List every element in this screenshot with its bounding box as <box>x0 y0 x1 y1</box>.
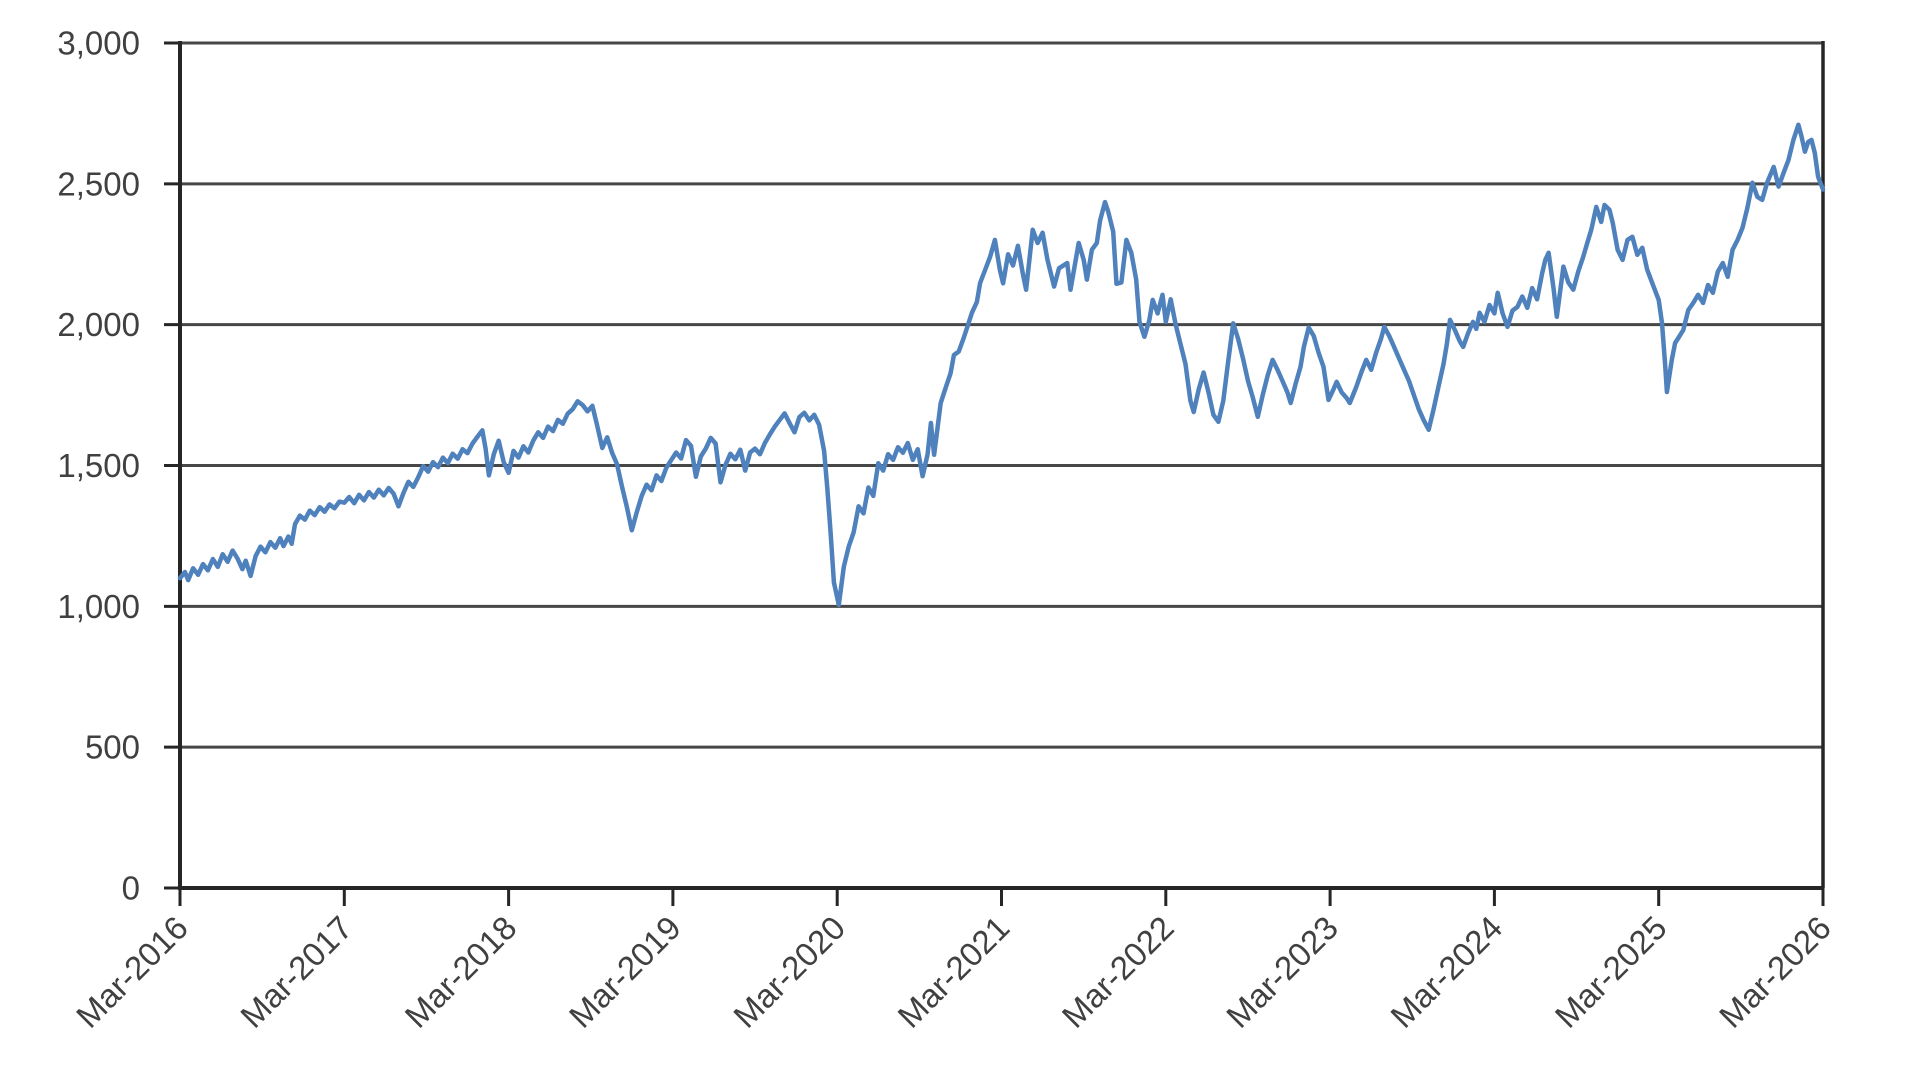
x-tick-label: Mar-2019 <box>562 909 688 1035</box>
x-tick-label: Mar-2022 <box>1055 909 1181 1035</box>
x-axis-labels: Mar-2016 Mar-2017 Mar-2018 Mar-2019 Mar-2020… <box>69 909 1838 1035</box>
y-tick-label: 500 <box>85 729 140 766</box>
y-tick-label: 1,500 <box>57 447 140 484</box>
series-line <box>177 122 1826 608</box>
x-tick-label: Mar-2025 <box>1548 909 1674 1035</box>
x-tick-label: Mar-2026 <box>1712 909 1838 1035</box>
x-tick-label: Mar-2016 <box>69 909 195 1035</box>
x-tick-label: Mar-2024 <box>1383 909 1509 1035</box>
y-tick-label: 0 <box>122 870 140 907</box>
y-tick-label: 3,000 <box>57 25 140 62</box>
data-series <box>177 122 1826 608</box>
x-tick-label: Mar-2020 <box>726 909 852 1035</box>
x-tick-label: Mar-2018 <box>398 909 524 1035</box>
y-tick-label: 2,000 <box>57 306 140 343</box>
x-tick-label: Mar-2017 <box>233 909 359 1035</box>
tick-marks <box>164 41 1825 906</box>
gridlines <box>180 41 1823 749</box>
y-tick-label: 1,000 <box>57 588 140 625</box>
x-tick-label: Mar-2023 <box>1219 909 1345 1035</box>
x-tick-label: Mar-2021 <box>890 909 1016 1035</box>
y-axis-labels: 0 500 1,000 1,500 2,000 2,500 3,000 <box>57 25 140 907</box>
y-tick-label: 2,500 <box>57 165 140 202</box>
